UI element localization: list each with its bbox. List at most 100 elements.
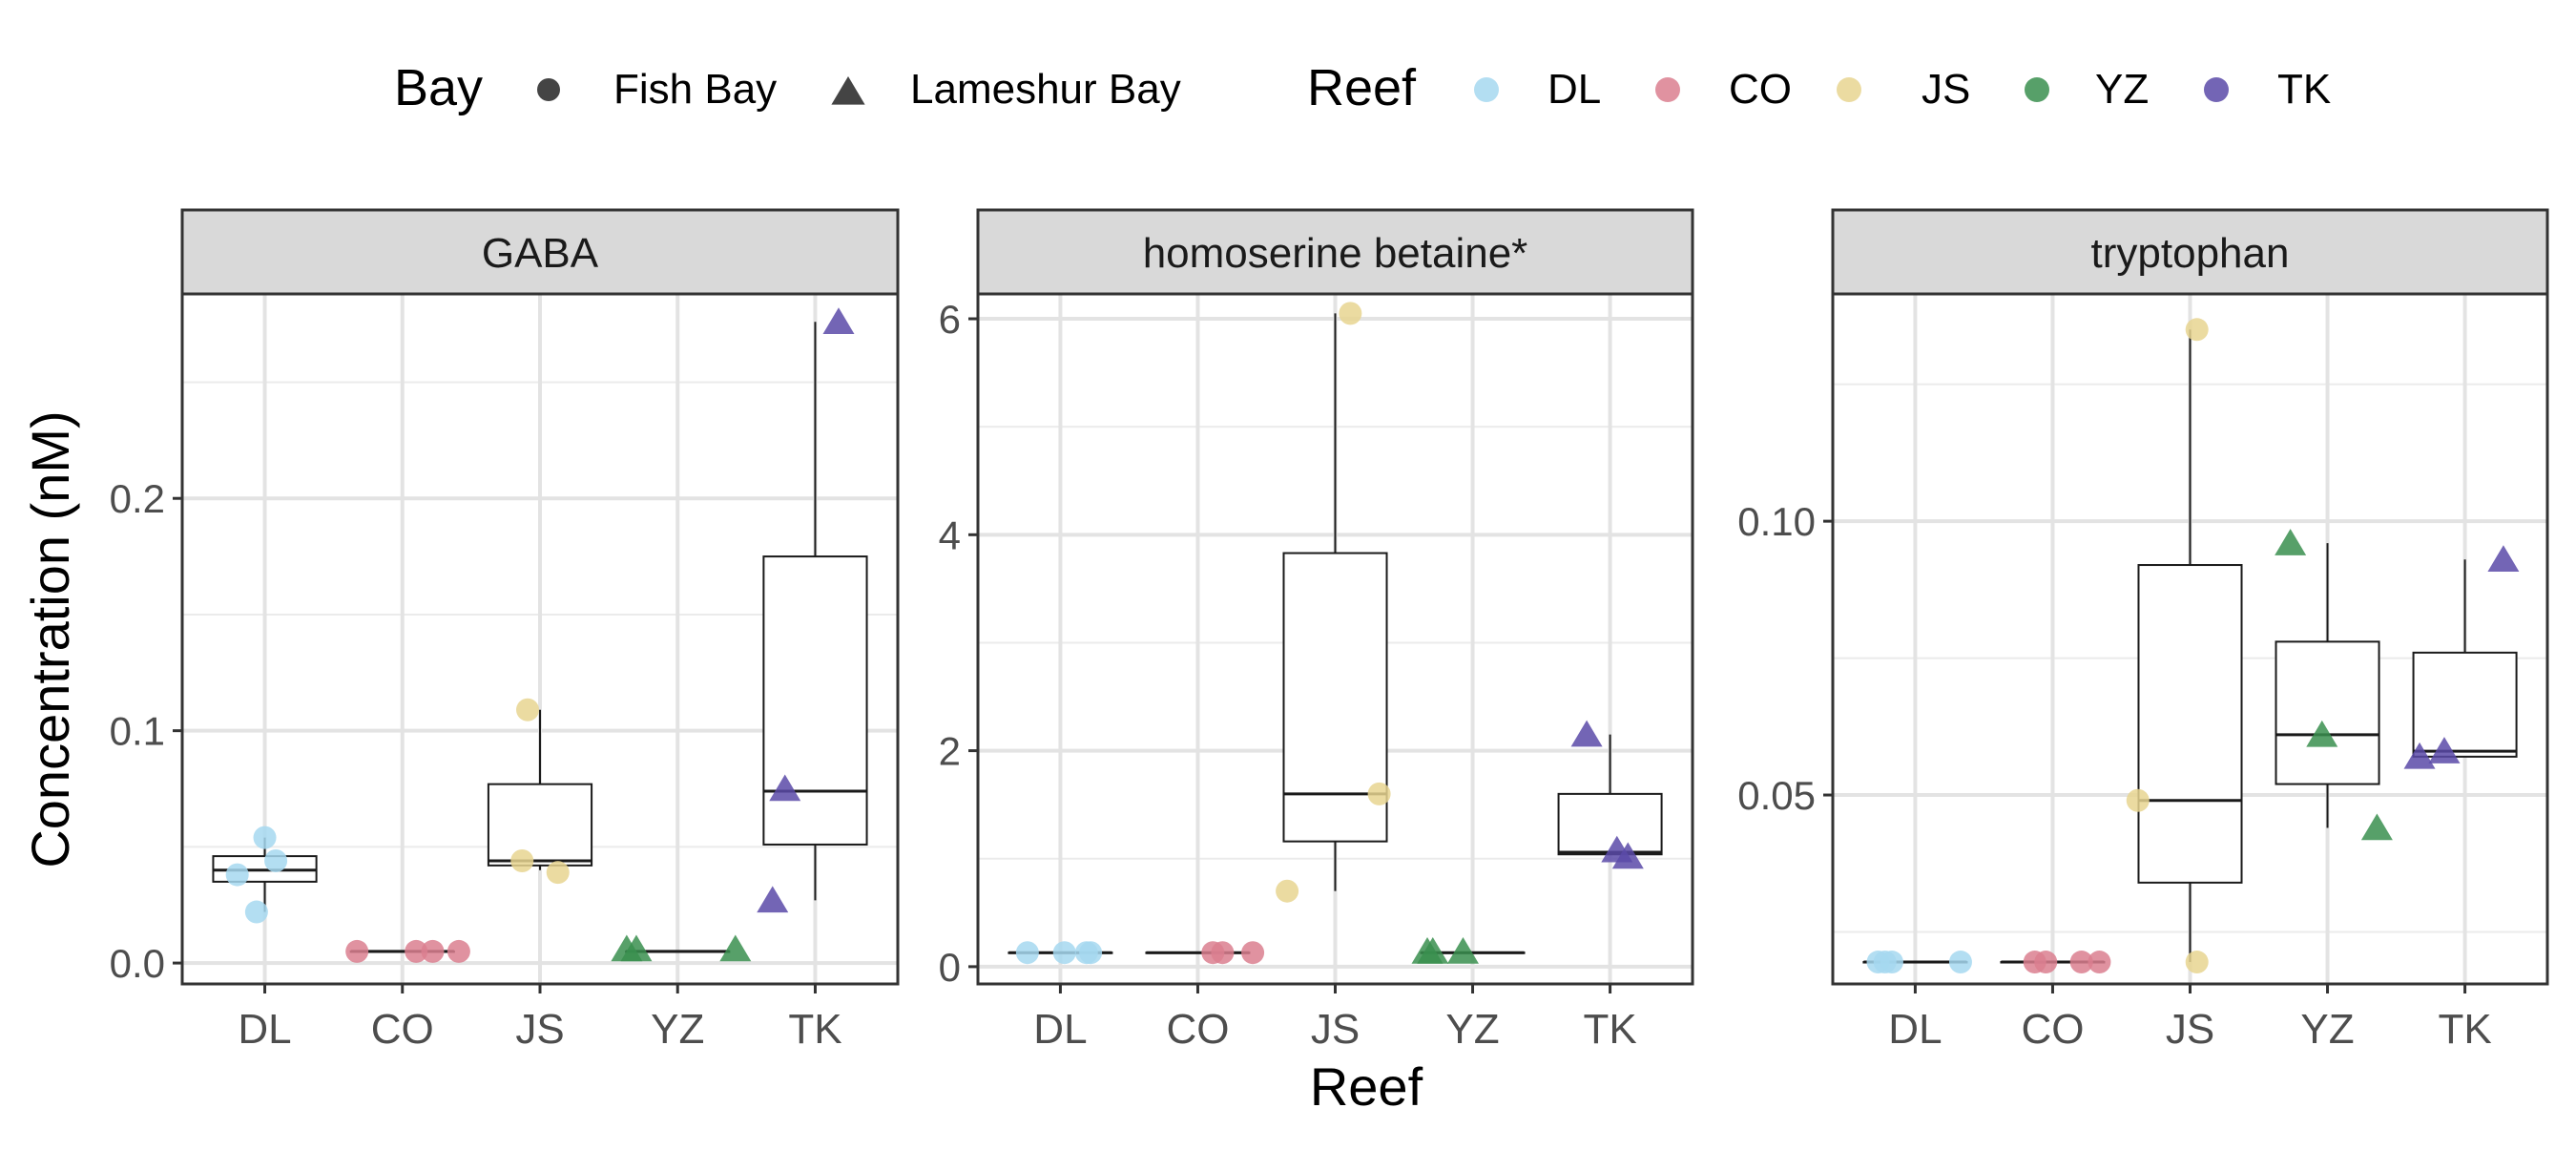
data-point-circle bbox=[2088, 951, 2111, 974]
facet-panel: homoserine betaine* 0 2 4 6 DL CO JS YZ TK bbox=[939, 208, 1694, 1053]
x-tick-label: CO bbox=[2021, 1006, 2084, 1053]
data-point-circle bbox=[2069, 951, 2093, 974]
legend-label-bay: Fish Bay bbox=[613, 66, 777, 113]
y-tick-label: 0 bbox=[939, 945, 961, 990]
data-point-circle bbox=[1052, 941, 1076, 965]
legend-label-bay: Lameshur Bay bbox=[910, 66, 1181, 113]
data-point-triangle bbox=[769, 774, 801, 802]
data-point-triangle bbox=[2487, 545, 2520, 573]
legend-label-reef: JS bbox=[1922, 66, 1970, 113]
data-point-circle bbox=[546, 861, 570, 885]
data-point-circle bbox=[516, 698, 540, 721]
data-point-circle bbox=[253, 826, 277, 849]
data-point-circle bbox=[2034, 951, 2058, 974]
data-point-circle bbox=[1211, 941, 1235, 965]
facet-panel: tryptophan 0.05 0.10 DL CO JS YZ TK bbox=[1737, 208, 2549, 1053]
facet-title: tryptophan bbox=[2091, 230, 2290, 277]
data-point-circle bbox=[405, 939, 428, 963]
y-tick-label: 0.1 bbox=[110, 709, 165, 754]
data-point-triangle bbox=[1446, 937, 1479, 964]
x-tick-label: JS bbox=[1311, 1006, 1360, 1053]
facet-panel: GABA 0.0 0.1 0.2 DL CO JS YZ TK bbox=[110, 208, 900, 1053]
data-point-circle bbox=[1241, 941, 1265, 965]
x-tick-label: CO bbox=[371, 1006, 434, 1053]
legend: Bay Fish Bay Lameshur Bay Reef DL CO JS YZ TK bbox=[394, 59, 2331, 116]
data-point-circle bbox=[1339, 302, 1362, 325]
data-point-triangle bbox=[822, 307, 855, 334]
data-point-triangle bbox=[2306, 720, 2338, 747]
x-tick-label: TK bbox=[2438, 1006, 2491, 1053]
x-tick-label: CO bbox=[1166, 1006, 1229, 1053]
x-tick-label: YZ bbox=[651, 1006, 704, 1053]
data-point-circle bbox=[1948, 951, 1972, 974]
data-point-circle bbox=[1015, 941, 1039, 965]
data-point-circle bbox=[1079, 941, 1103, 965]
facet-strip bbox=[180, 208, 900, 296]
legend-key-circle bbox=[537, 78, 560, 101]
y-tick-label: 0.2 bbox=[110, 476, 165, 521]
legend-key-color bbox=[2204, 77, 2229, 102]
box-iqr bbox=[2137, 564, 2243, 884]
data-point-circle bbox=[345, 939, 369, 963]
x-tick-label: TK bbox=[788, 1006, 841, 1053]
data-point-circle bbox=[421, 939, 445, 963]
x-tick-label: YZ bbox=[2300, 1006, 2354, 1053]
data-point-circle bbox=[510, 848, 534, 872]
legend-label-reef: YZ bbox=[2095, 66, 2149, 113]
box-iqr bbox=[1557, 792, 1663, 856]
data-point-circle bbox=[1880, 951, 1903, 974]
data-point-circle bbox=[2126, 788, 2150, 812]
y-tick-label: 6 bbox=[939, 297, 961, 342]
data-point-circle bbox=[225, 863, 249, 887]
data-point-circle bbox=[1276, 879, 1299, 903]
data-point-triangle bbox=[719, 934, 752, 962]
facet-title: homoserine betaine* bbox=[1143, 230, 1528, 277]
data-point-triangle bbox=[620, 934, 653, 962]
boxplot-tk bbox=[2412, 559, 2518, 758]
x-tick-label: DL bbox=[1033, 1006, 1087, 1053]
box-iqr bbox=[762, 555, 868, 846]
data-point-triangle bbox=[757, 886, 789, 913]
y-tick-label: 0.10 bbox=[1737, 499, 1816, 544]
data-point-triangle bbox=[1611, 842, 1644, 869]
legend-key-color bbox=[2025, 77, 2049, 102]
data-point-circle bbox=[447, 939, 470, 963]
legend-key-triangle bbox=[831, 76, 865, 105]
x-tick-label: DL bbox=[238, 1006, 291, 1053]
legend-label-reef: DL bbox=[1548, 66, 1601, 113]
data-point-triangle bbox=[2428, 737, 2461, 763]
x-tick-label: DL bbox=[1888, 1006, 1942, 1053]
data-point-triangle bbox=[2403, 742, 2436, 769]
facet-title: GABA bbox=[482, 230, 599, 277]
legend-label-reef: TK bbox=[2277, 66, 2331, 113]
boxplot-tk bbox=[1557, 734, 1663, 856]
legend-title-bay: Bay bbox=[394, 59, 483, 116]
y-tick-label: 2 bbox=[939, 729, 961, 774]
legend-key-color bbox=[1837, 77, 1861, 102]
legend-title-reef: Reef bbox=[1307, 59, 1417, 116]
boxplot-js bbox=[1282, 313, 1388, 891]
x-tick-label: TK bbox=[1583, 1006, 1636, 1053]
y-tick-label: 4 bbox=[939, 512, 961, 557]
legend-label-reef: CO bbox=[1729, 66, 1792, 113]
data-point-triangle bbox=[1570, 720, 1603, 747]
boxplot-tk bbox=[762, 322, 868, 901]
data-point-circle bbox=[2185, 951, 2209, 974]
x-axis-title: Reef bbox=[1310, 1056, 1423, 1117]
boxplot-js bbox=[487, 709, 593, 870]
data-point-circle bbox=[264, 848, 288, 872]
data-point-circle bbox=[2185, 318, 2209, 342]
data-point-triangle bbox=[2360, 813, 2393, 841]
boxplot-yz bbox=[2275, 543, 2380, 828]
x-tick-label: JS bbox=[2166, 1006, 2214, 1053]
data-point-circle bbox=[244, 900, 268, 924]
legend-key-color bbox=[1655, 77, 1680, 102]
data-point-triangle bbox=[1417, 937, 1449, 964]
data-point-triangle bbox=[2275, 529, 2307, 555]
y-tick-label: 0.0 bbox=[110, 941, 165, 986]
x-tick-label: JS bbox=[515, 1006, 564, 1053]
box-iqr bbox=[2412, 651, 2518, 758]
boxplot-js bbox=[2137, 329, 2243, 963]
